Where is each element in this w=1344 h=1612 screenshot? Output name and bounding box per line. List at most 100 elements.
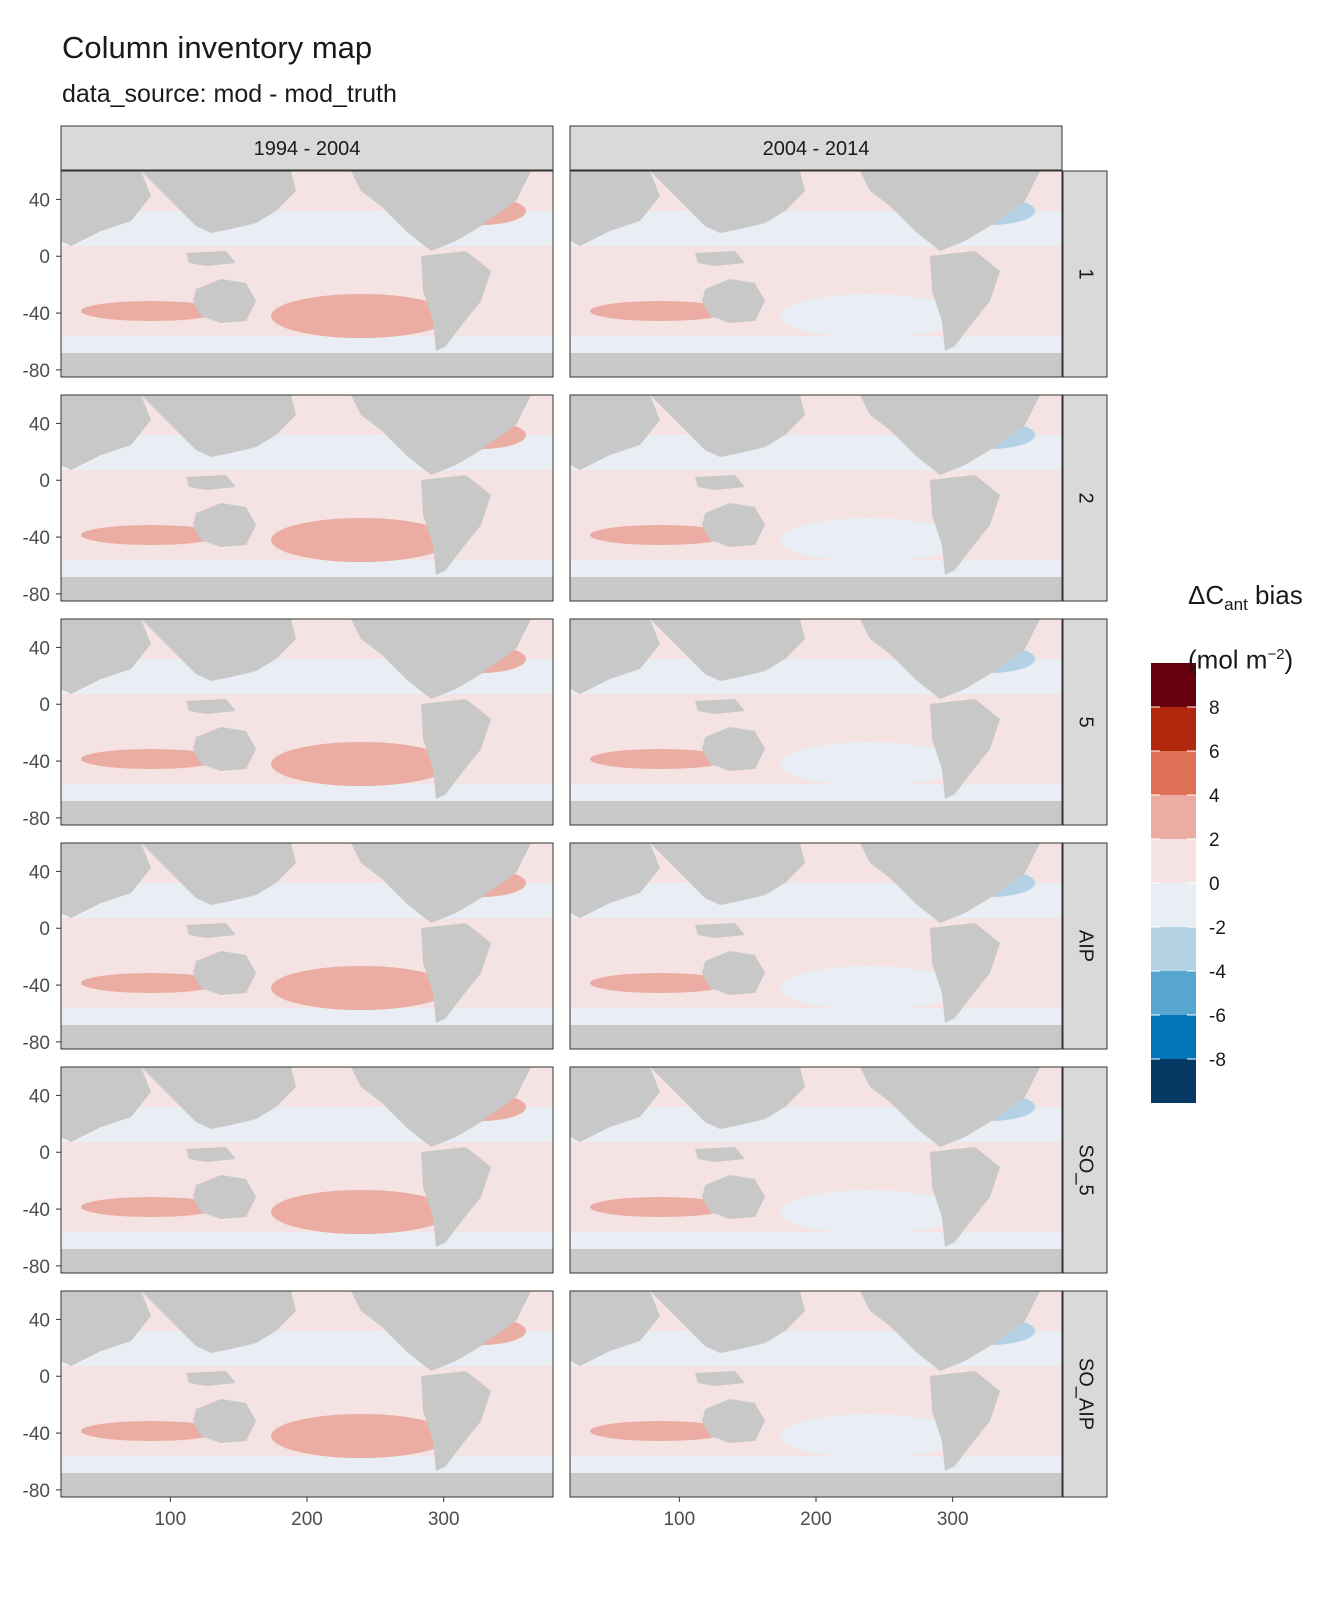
y-tick-label: 0 [39,247,50,268]
bias-blob [590,525,730,545]
bias-blob [590,749,730,769]
legend-swatch [1151,927,1196,971]
bias-blob [780,966,960,1010]
legend-label: 8 [1209,698,1220,719]
bias-blob [590,973,730,993]
map-panel [569,170,1063,378]
panel-frame [60,170,554,378]
y-tick-label: 40 [29,190,50,211]
bias-band-south [61,336,553,354]
column-strip-label: 1994 - 2004 [254,138,361,160]
legend-label: 4 [1209,786,1220,807]
bias-blob [590,1197,730,1217]
bias-band-south [570,560,1062,578]
y-tick-label: 0 [39,919,50,940]
bias-blob [271,966,451,1010]
column-strip [569,125,1063,171]
y-tick-label: -40 [23,1200,50,1221]
y-tick-label: -80 [23,1481,50,1502]
y-tick-label: 0 [39,1367,50,1388]
legend-swatch [1151,1015,1196,1059]
row-strip-label: AIP [1075,930,1097,962]
panel-frame [60,842,554,1050]
y-tick-label: 40 [29,862,50,883]
row-strip [1062,1290,1108,1498]
map-panel [569,842,1063,1050]
bias-band-south [61,784,553,802]
bias-blob [81,301,221,321]
bias-blob [780,294,960,338]
y-tick-label: 40 [29,1310,50,1331]
bias-blob [81,1421,221,1441]
legend-label: -8 [1209,1050,1226,1071]
y-tick-label: -40 [23,1424,50,1445]
map-panel [60,842,554,1050]
bias-blob [81,525,221,545]
y-tick-label: -80 [23,809,50,830]
panel-frame [60,394,554,602]
y-tick-label: -40 [23,752,50,773]
bias-band-south [570,1456,1062,1474]
map-panel [60,1290,554,1498]
row-strip [1062,170,1108,378]
legend-swatch [1151,795,1196,839]
map-panel [60,1066,554,1274]
row-strip-label: 5 [1075,716,1097,727]
bias-band-south [570,1008,1062,1026]
legend-swatch [1151,971,1196,1015]
row-strip [1062,1066,1108,1274]
row-strip [1062,394,1108,602]
bias-band-south [570,336,1062,354]
map-panel [569,1066,1063,1274]
panel-frame [60,1066,554,1274]
y-tick-label: -40 [23,976,50,997]
legend-label: -6 [1209,1006,1226,1027]
x-tick-label: 300 [428,1509,460,1530]
y-tick-label: -80 [23,1033,50,1054]
legend-label: 0 [1209,874,1220,895]
x-tick-label: 200 [291,1509,323,1530]
bias-blob [271,1414,451,1458]
legend-swatch [1151,839,1196,883]
legend-swatch [1151,663,1196,707]
bias-blob [81,749,221,769]
map-panel [60,170,554,378]
bias-blob [81,973,221,993]
bias-blob [780,742,960,786]
panel-frame [569,618,1063,826]
bias-blob [780,1190,960,1234]
row-strip-label: 1 [1075,268,1097,279]
panel-frame [569,394,1063,602]
map-panel [60,394,554,602]
bias-blob [780,518,960,562]
y-tick-label: 40 [29,638,50,659]
legend-label: 6 [1209,742,1220,763]
bias-band-south [61,1232,553,1250]
y-tick-label: -80 [23,585,50,606]
y-tick-label: 0 [39,1143,50,1164]
x-tick-label: 100 [154,1509,186,1530]
column-strip [60,125,554,171]
legend-swatch [1151,883,1196,927]
y-tick-label: -80 [23,361,50,382]
bias-blob [590,301,730,321]
panel-frame [60,618,554,826]
panel-frame [569,170,1063,378]
legend-swatch [1151,751,1196,795]
y-tick-label: 0 [39,471,50,492]
row-strip-label: SO_AIP [1075,1358,1097,1430]
chart-title: Column inventory map [62,30,373,65]
legend-label: -2 [1209,918,1226,939]
map-panel [569,394,1063,602]
x-tick-label: 200 [800,1509,832,1530]
bias-blob [271,518,451,562]
y-tick-label: -40 [23,304,50,325]
bias-band-south [61,1008,553,1026]
y-tick-label: -80 [23,1257,50,1278]
panel-frame [569,842,1063,1050]
x-tick-label: 100 [663,1509,695,1530]
legend-title: ΔCant bias (mol m−2) [1188,580,1303,675]
y-tick-label: 0 [39,695,50,716]
y-tick-label: 40 [29,414,50,435]
